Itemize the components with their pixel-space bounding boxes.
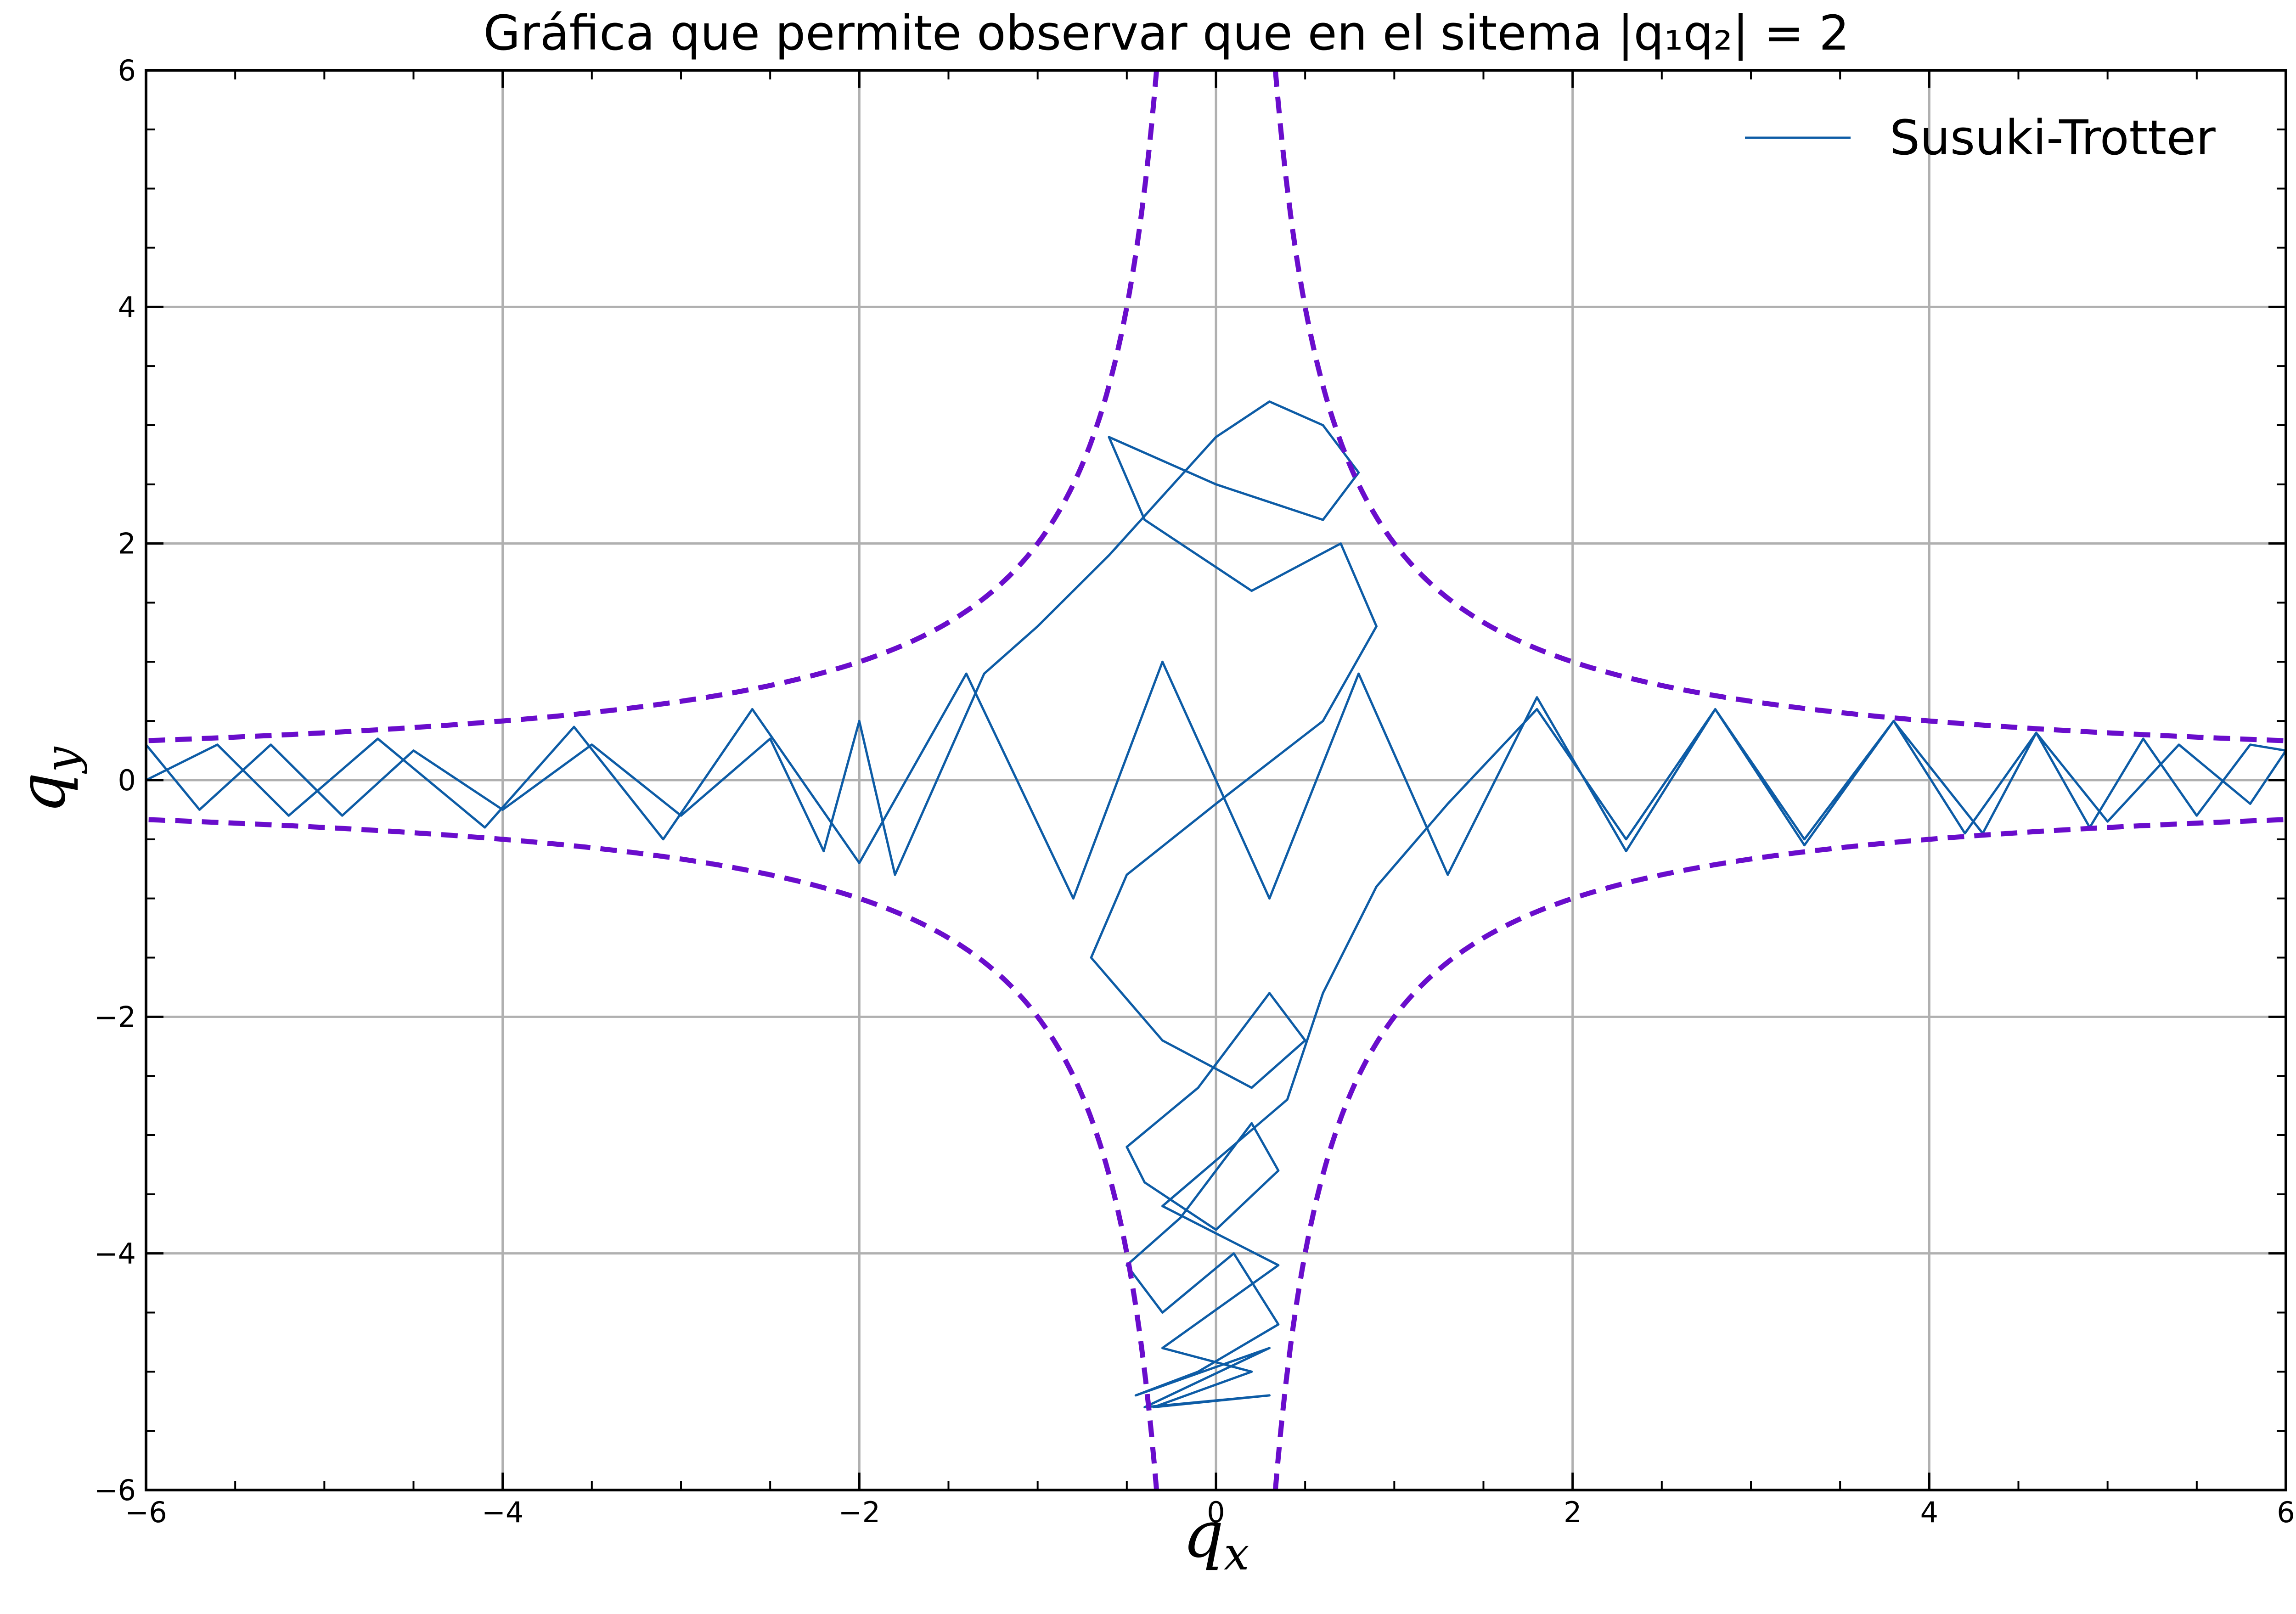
y-axis-label-subscript: y [36, 746, 88, 774]
x-tick-label-5: 4 [1920, 1496, 1938, 1529]
legend-label-susuki-trotter: Susuki-Trotter [1890, 110, 2216, 166]
y-tick-label-3: 0 [118, 764, 136, 797]
y-tick-label-0: −6 [94, 1473, 136, 1507]
x-tick-label-0: −6 [125, 1496, 167, 1529]
x-tick-label-1: −4 [482, 1496, 523, 1529]
x-tick-label-4: 2 [1564, 1496, 1581, 1529]
x-axis-label-base: q [1183, 1497, 1224, 1572]
chart-title: Gráfica que permite observar que en el s… [484, 5, 1850, 61]
y-tick-label-2: −2 [94, 1000, 136, 1034]
plot-area [146, 70, 2286, 1490]
legend: Susuki-Trotter [1745, 110, 2216, 166]
y-axis-label-base: q [5, 772, 80, 814]
y-tick-label-4: 2 [118, 527, 136, 561]
x-tick-label-3: 0 [1207, 1496, 1225, 1529]
y-tick-label-6: 6 [118, 54, 136, 87]
boundary-branch-3 [146, 817, 1159, 1490]
ticks: −6 −4 −2 0 2 4 6 −6 −4 −2 0 2 4 6 [94, 54, 2295, 1529]
x-tick-label-2: −2 [838, 1496, 880, 1529]
y-axis-label: qy [5, 746, 88, 814]
x-tick-label-6: 6 [2277, 1496, 2295, 1529]
x-axis-label: qx [1183, 1497, 1249, 1580]
series-line-0 [146, 400, 2286, 1409]
x-axis-label-subscript: x [1224, 1528, 1249, 1580]
plot-frame [145, 69, 2287, 1491]
boundary-branch-1 [146, 70, 1159, 743]
boundary-branch-0 [1272, 70, 2286, 743]
y-tick-label-1: −4 [94, 1237, 136, 1271]
y-tick-label-5: 4 [118, 290, 136, 324]
boundary-branch-2 [1272, 817, 2286, 1490]
